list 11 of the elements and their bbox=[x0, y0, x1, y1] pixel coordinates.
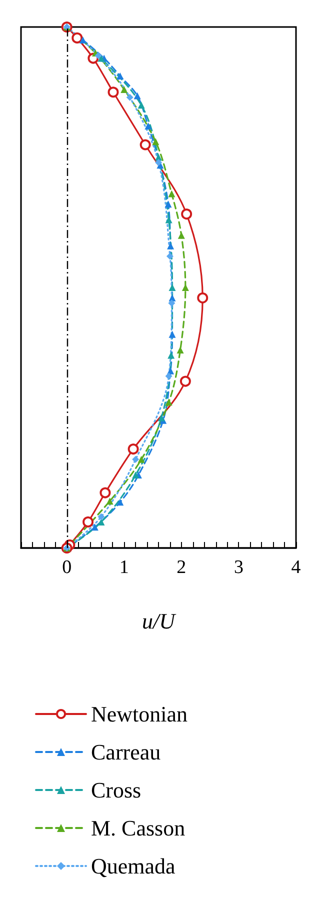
legend-label: Carreau bbox=[91, 740, 161, 764]
legend-label: Newtonian bbox=[91, 702, 188, 726]
x-tick-label: 3 bbox=[234, 557, 244, 578]
legend-label: M. Casson bbox=[91, 816, 186, 840]
legend-label: Quemada bbox=[91, 854, 176, 878]
x-tick-label: 2 bbox=[176, 557, 186, 578]
x-tick-label: 4 bbox=[291, 557, 302, 578]
x-tick-label: 0 bbox=[62, 557, 72, 578]
x-axis-title: u/U bbox=[142, 608, 178, 634]
x-tick-label: 1 bbox=[119, 557, 129, 578]
legend-label: Cross bbox=[91, 778, 142, 802]
